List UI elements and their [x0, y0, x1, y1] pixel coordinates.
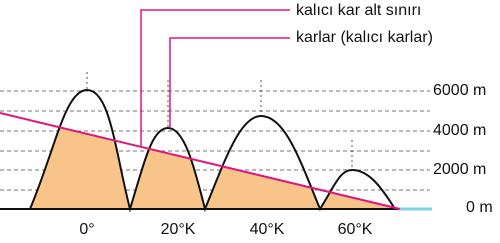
y-label: 6000 m: [433, 82, 486, 99]
label: kalıcı kar alt sınırı: [296, 2, 421, 19]
diagram: kalıcı kar alt sınırı karlar (kalıcı kar…: [0, 0, 500, 243]
callout-snow: [170, 38, 290, 128]
x-label: 40°K: [250, 221, 285, 238]
x-label: 60°K: [338, 221, 373, 238]
label: karlar (kalıcı karlar): [296, 29, 433, 46]
y-label: 2000 m: [433, 161, 486, 178]
x-label: 20°K: [161, 221, 196, 238]
y-label: 0 m: [466, 199, 493, 216]
x-label: 0°: [79, 221, 94, 238]
y-label: 4000 m: [433, 122, 486, 139]
